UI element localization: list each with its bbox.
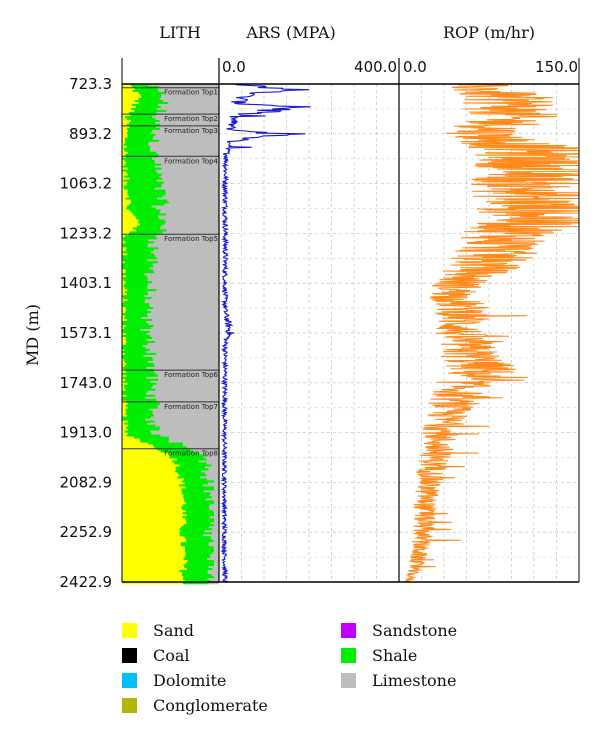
well-log-plot: LITH ARS (MPA) ROP (m/hr) 0.0 400.0 0.0 … — [23, 23, 580, 591]
legend-swatch — [122, 697, 137, 713]
y-tick-label: 1403.1 — [60, 274, 113, 292]
ars-curve — [220, 83, 311, 583]
y-tick-label: 893.2 — [69, 125, 112, 143]
ars-scale-max: 400.0 — [354, 58, 397, 76]
formation-tops: Formation Top1 Formation Top2 Formation To… — [122, 87, 219, 458]
y-tick-label: 1913.0 — [60, 424, 113, 442]
rop-track — [404, 83, 580, 583]
formation-top-label: Formation Top1 — [164, 89, 218, 97]
legend-label: Coal — [153, 645, 190, 665]
ars-track — [220, 83, 311, 583]
formation-top-label: Formation Top3 — [164, 127, 218, 135]
lithology-legend: Sand Coal Dolomite Conglomerate Sandstone Sha… — [0, 612, 600, 722]
legend-label: Dolomite — [153, 670, 227, 690]
y-tick-label: 2252.9 — [60, 523, 113, 541]
ars-scale-min: 0.0 — [222, 58, 246, 76]
legend-swatch — [122, 622, 137, 638]
formation-top-label: Formation Top8 — [164, 450, 218, 458]
legend-label: Conglomerate — [153, 695, 268, 715]
legend-swatch — [341, 647, 356, 663]
rop-track-title: ROP (m/hr) — [443, 23, 535, 42]
y-tick-labels: 723.3 893.2 1063.2 1233.2 1403.1 1573.1 1743.0… — [60, 75, 113, 591]
y-tick-label: 723.3 — [69, 75, 112, 93]
y-tick-label: 1063.2 — [60, 175, 113, 193]
legend-label: Sand — [153, 620, 195, 640]
y-tick-label: 1573.1 — [60, 324, 113, 342]
y-tick-label: 2422.9 — [60, 573, 113, 591]
lith-track-title: LITH — [159, 23, 201, 42]
legend-label: Limestone — [372, 670, 457, 690]
legend-swatch — [122, 647, 137, 663]
y-axis-label: MD (m) — [23, 304, 42, 366]
formation-top-label: Formation Top6 — [164, 371, 218, 379]
legend-item: Sand — [122, 619, 194, 641]
legend-swatch — [122, 672, 137, 688]
rop-curve — [404, 83, 580, 583]
legend-swatch — [341, 622, 356, 638]
legend-label: Shale — [372, 645, 418, 665]
rop-scale-min: 0.0 — [403, 58, 427, 76]
formation-top-label: Formation Top5 — [164, 235, 218, 243]
legend-item: Shale — [341, 644, 417, 666]
legend-item: Dolomite — [122, 669, 226, 691]
y-tick-label: 1743.0 — [60, 374, 113, 392]
y-tick-label: 1233.2 — [60, 224, 113, 242]
lithology-track — [122, 84, 219, 585]
legend-item: Conglomerate — [122, 694, 268, 716]
legend-label: Sandstone — [372, 620, 458, 640]
formation-top-label: Formation Top7 — [164, 403, 218, 411]
formation-top-label: Formation Top4 — [164, 157, 218, 165]
rop-scale-max: 150.0 — [535, 58, 578, 76]
track-frames — [121, 58, 580, 583]
y-tick-label: 2082.9 — [60, 473, 113, 491]
legend-swatch — [341, 672, 356, 688]
ars-track-title: ARS (MPA) — [245, 23, 335, 42]
formation-top-label: Formation Top2 — [164, 115, 218, 123]
legend-item: Sandstone — [341, 619, 457, 641]
legend-item: Coal — [122, 644, 190, 666]
legend-item: Limestone — [341, 669, 456, 691]
